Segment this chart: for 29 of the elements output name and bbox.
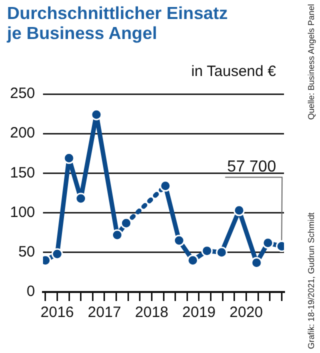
x-tick-label: 2020 [230, 304, 263, 322]
point [90, 108, 102, 120]
point [233, 204, 245, 216]
point [250, 256, 262, 268]
point [75, 192, 87, 204]
point [160, 180, 172, 192]
y-tick-label: 250 [10, 85, 36, 102]
point [201, 245, 213, 257]
point [187, 254, 199, 266]
source-note: Quelle: Business Angels Panel [305, 4, 317, 120]
x-tick-label: 2017 [88, 304, 122, 322]
point [262, 237, 274, 249]
annotation: 57 700 [227, 158, 276, 176]
point [216, 246, 228, 258]
x-tick-label: 2016 [40, 304, 74, 322]
y-tick-label: 100 [10, 204, 36, 221]
y-tick-label: 200 [10, 124, 36, 142]
point [63, 152, 75, 164]
point [51, 248, 63, 260]
x-tick-label: 2019 [182, 304, 216, 322]
text: Grafik: 18-19/2021, Gudrun Schmidt [305, 212, 317, 349]
point [173, 234, 185, 246]
y-axis-title: in Tausend € [191, 63, 276, 80]
y-tick-label: 50 [18, 244, 36, 261]
chart-title: Durchschnittlicher Einsatz je Business Angel [7, 3, 228, 43]
y-tick-label: 150 [10, 164, 36, 182]
y-tick-label: 0 [26, 283, 36, 300]
x-tick-label: 2018 [135, 304, 168, 322]
point [120, 217, 132, 229]
